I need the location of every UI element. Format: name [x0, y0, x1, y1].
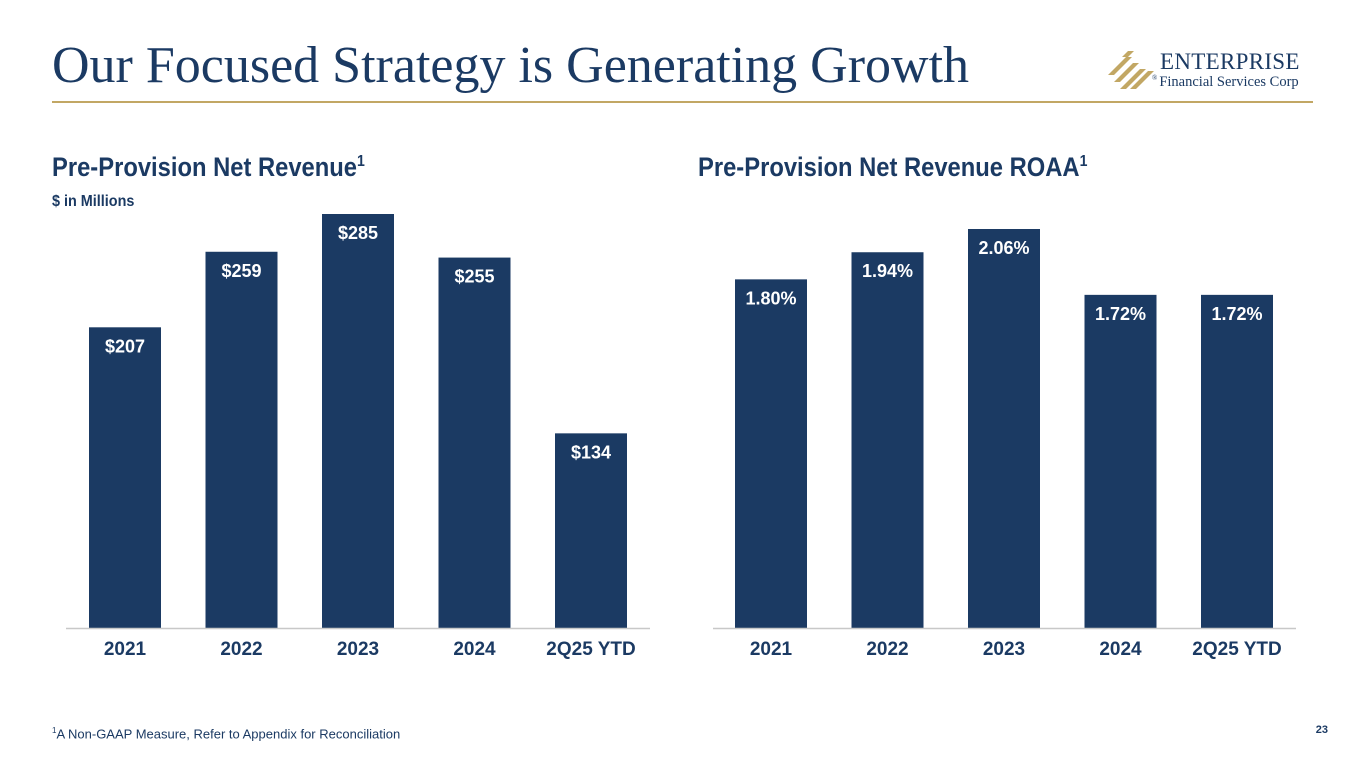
logo-company-name: ENTERPRISE [1160, 49, 1300, 74]
bar-roaa-4 [1201, 294, 1273, 628]
bar-ppnr-1 [205, 251, 278, 628]
data-label-ppnr-3: $255 [454, 267, 494, 287]
chart-title-text: Pre-Provision Net Revenue ROAA [698, 152, 1080, 182]
x-tick-roaa-2: 2023 [983, 639, 1025, 660]
x-tick-ppnr-1: 2022 [220, 639, 262, 660]
footnote-marker: 1 [52, 726, 57, 735]
x-tick-ppnr-4: 2Q25 YTD [546, 639, 635, 660]
bar-roaa-3 [1084, 294, 1157, 628]
title-divider [52, 101, 1313, 103]
x-tick-roaa-0: 2021 [750, 639, 793, 660]
logo-subtitle-text: Financial Services Corp [1159, 74, 1299, 90]
bar-roaa-1 [851, 252, 924, 628]
page-title: Our Focused Strategy is Generating Growt… [52, 37, 970, 94]
x-tick-roaa-3: 2024 [1099, 639, 1142, 660]
logo-registered-mark: ® [1152, 74, 1158, 82]
bar-ppnr-3 [438, 257, 511, 628]
bar-roaa-0 [735, 279, 807, 628]
bar-ppnr-0 [89, 327, 161, 628]
bar-ppnr-2 [322, 214, 394, 628]
chart-title-ppnr: Pre-Provision Net Revenue1 [52, 152, 365, 183]
bar-roaa-2 [968, 229, 1040, 628]
data-label-ppnr-0: $207 [105, 336, 145, 356]
enterprise-stripes-logo-icon [1108, 51, 1154, 89]
data-label-roaa-2: 2.06% [978, 238, 1029, 258]
x-tick-ppnr-3: 2024 [453, 639, 496, 660]
company-logo: ENTERPRISE ® Financial Services Corp [1108, 47, 1314, 95]
chart-title-text: Pre-Provision Net Revenue [52, 152, 358, 182]
chart-title-ppnr-roaa: Pre-Provision Net Revenue ROAA1 [698, 152, 1087, 183]
chart-units-label: $ in Millions [52, 193, 135, 210]
chart-title-footnote-marker: 1 [357, 153, 365, 170]
data-label-ppnr-2: $285 [338, 223, 378, 243]
x-tick-roaa-4: 2Q25 YTD [1192, 639, 1281, 660]
bar-ppnr-4 [555, 433, 627, 628]
chart-title-footnote-marker: 1 [1079, 153, 1088, 170]
data-label-roaa-1: 1.94% [862, 261, 913, 281]
footnote-text: A Non-GAAP Measure, Refer to Appendix fo… [56, 726, 401, 742]
x-tick-ppnr-2: 2023 [337, 639, 379, 660]
x-tick-ppnr-0: 2021 [104, 639, 147, 660]
footnote: 1A Non-GAAP Measure, Refer to Appendix f… [52, 726, 400, 741]
logo-company-subtitle: ® Financial Services Corp [1152, 74, 1299, 91]
data-label-roaa-4: 1.72% [1211, 304, 1262, 324]
x-tick-roaa-1: 2022 [866, 639, 908, 660]
data-label-roaa-0: 1.80% [745, 288, 796, 308]
page-number: 23 [1315, 724, 1328, 736]
data-label-ppnr-1: $259 [221, 261, 261, 281]
data-label-ppnr-4: $134 [571, 442, 611, 462]
data-label-roaa-3: 1.72% [1095, 304, 1146, 324]
